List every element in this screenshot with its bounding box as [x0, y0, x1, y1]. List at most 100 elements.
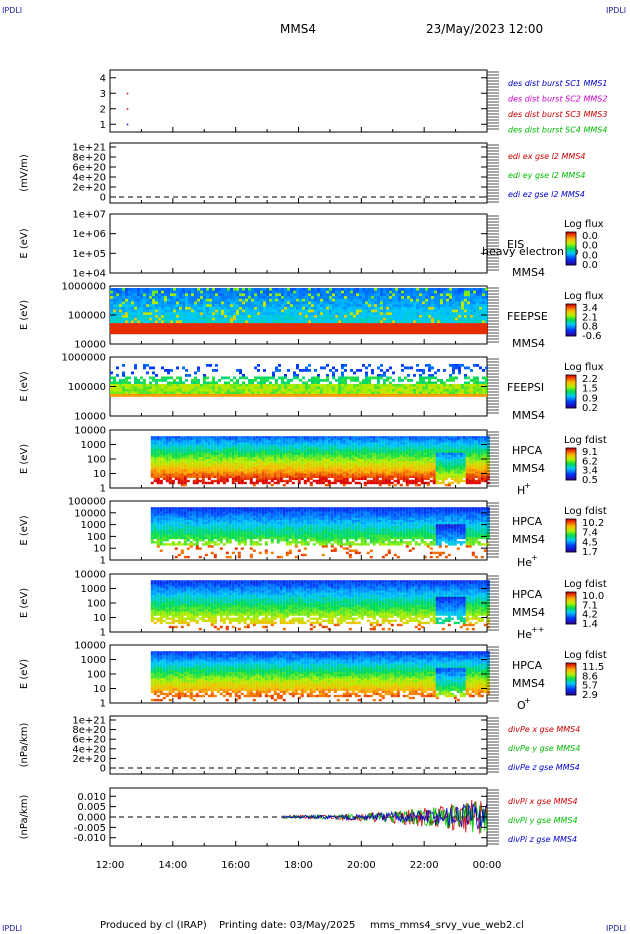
spectrogram-cell: [257, 325, 260, 329]
spectrogram-cell: [371, 389, 374, 392]
spectrogram-cell: [176, 293, 179, 297]
spectrogram-cell: [233, 290, 236, 294]
spectrogram-cell: [155, 323, 158, 327]
spectrogram-cell: [407, 298, 410, 302]
spectrogram-cell: [233, 389, 236, 392]
spectrogram-cell: [437, 317, 440, 321]
spectrogram-cell: [306, 473, 310, 476]
spectrogram-cell: [312, 471, 316, 474]
spectrogram-cell: [251, 331, 254, 335]
spectrogram-cell: [332, 317, 335, 321]
spectrogram-cell: [353, 296, 356, 300]
spectrogram-cell: [353, 386, 356, 390]
spectrogram-cell: [428, 288, 431, 291]
spectrogram-cell: [300, 467, 304, 470]
spectrogram-cell: [227, 394, 230, 397]
spectrogram-cell: [215, 304, 218, 308]
spectrogram-cell: [413, 317, 416, 321]
spectrogram-cell: [344, 323, 347, 327]
spectrogram-cell: [164, 328, 167, 332]
spectrogram-cell: [225, 446, 229, 449]
spectrogram-cell: [159, 461, 163, 464]
spectrogram-cell: [324, 454, 328, 458]
spectrogram-cell: [164, 301, 167, 305]
spectrogram-cell: [368, 376, 371, 380]
spectrogram-cell: [449, 298, 452, 302]
spectrogram-cell: [201, 475, 205, 478]
spectrogram-cell: [327, 475, 331, 478]
spectrogram-cell: [347, 293, 350, 297]
spectrogram-cell: [165, 438, 169, 441]
spectrogram-cell: [167, 301, 170, 305]
spectrogram-cell: [392, 394, 395, 397]
spectrogram-cell: [422, 394, 425, 397]
spectrogram-cell: [153, 475, 157, 478]
spectrogram-cell: [216, 479, 220, 483]
spectrogram-cell: [335, 296, 338, 300]
spectrogram-cell: [152, 389, 155, 392]
spectrogram-cell: [288, 467, 292, 470]
spectrogram-cell: [279, 477, 283, 481]
spectrogram-cell: [345, 477, 349, 481]
spectrogram-cell: [425, 381, 428, 385]
spectrogram-cell: [152, 296, 155, 300]
spectrogram-cell: [338, 306, 341, 310]
spectrogram-cell: [257, 293, 260, 297]
spectrogram-cell: [261, 463, 265, 466]
spectrogram-cell: [410, 384, 413, 387]
spectrogram-cell: [161, 386, 164, 390]
spectrogram-cell: [291, 471, 295, 474]
spectrogram-cell: [404, 325, 407, 329]
spectrogram-cell: [248, 304, 251, 308]
spectrogram-cell: [299, 394, 302, 397]
spectrogram-cell: [234, 479, 238, 483]
spectrogram-cell: [225, 463, 229, 466]
spectrogram-cell: [263, 328, 266, 332]
spectrogram-cell: [150, 440, 154, 443]
spectrogram-cell: [278, 309, 281, 313]
spectrogram-cell: [173, 323, 176, 327]
spectrogram-cell: [188, 323, 191, 327]
spectrogram-cell: [332, 328, 335, 332]
spectrogram-cell: [380, 374, 383, 377]
spectrogram-cell: [348, 473, 352, 476]
spectrogram-cell: [329, 290, 332, 294]
spectrogram-cell: [306, 450, 310, 454]
spectrogram-cell: [320, 288, 323, 291]
spectrogram-cell: [218, 312, 221, 316]
spectrogram-cell: [197, 381, 200, 385]
spectrogram-cell: [212, 301, 215, 305]
spectrogram-cell: [264, 442, 268, 445]
spectrogram-cell: [302, 376, 305, 380]
spectrogram-cell: [203, 309, 206, 313]
spectrogram-cell: [110, 293, 113, 297]
spectrogram-cell: [194, 296, 197, 300]
spectrogram-cell: [440, 317, 443, 321]
spectrogram-cell: [221, 298, 224, 302]
spectrogram-cell: [251, 328, 254, 332]
spectrogram-cell: [122, 374, 125, 377]
spectrogram-cell: [207, 459, 211, 462]
spectrogram-cell: [185, 369, 188, 372]
spectrogram-cell: [293, 306, 296, 310]
spectrogram-cell: [317, 298, 320, 302]
spectrogram-cell: [215, 364, 218, 367]
spectrogram-cell: [276, 436, 280, 439]
spectrogram-cell: [323, 328, 326, 332]
spectrogram-cell: [228, 456, 232, 460]
spectrogram-cell: [305, 394, 308, 397]
spectrogram-cell: [276, 477, 280, 481]
spectrogram-cell: [263, 379, 266, 382]
spectrogram-cell: [303, 446, 307, 449]
spectrogram-cell: [398, 317, 401, 321]
spectrogram-cell: [213, 442, 217, 445]
spectrogram-cell: [191, 323, 194, 327]
spectrogram-cell: [201, 473, 205, 476]
spectrogram-cell: [362, 306, 365, 310]
spectrogram-cell: [168, 459, 172, 462]
spectrogram-cell: [386, 312, 389, 316]
spectrogram-cell: [401, 320, 404, 324]
spectrogram-cell: [321, 471, 325, 474]
spectrogram-cell: [237, 477, 241, 481]
spectrogram-cell: [479, 389, 482, 392]
